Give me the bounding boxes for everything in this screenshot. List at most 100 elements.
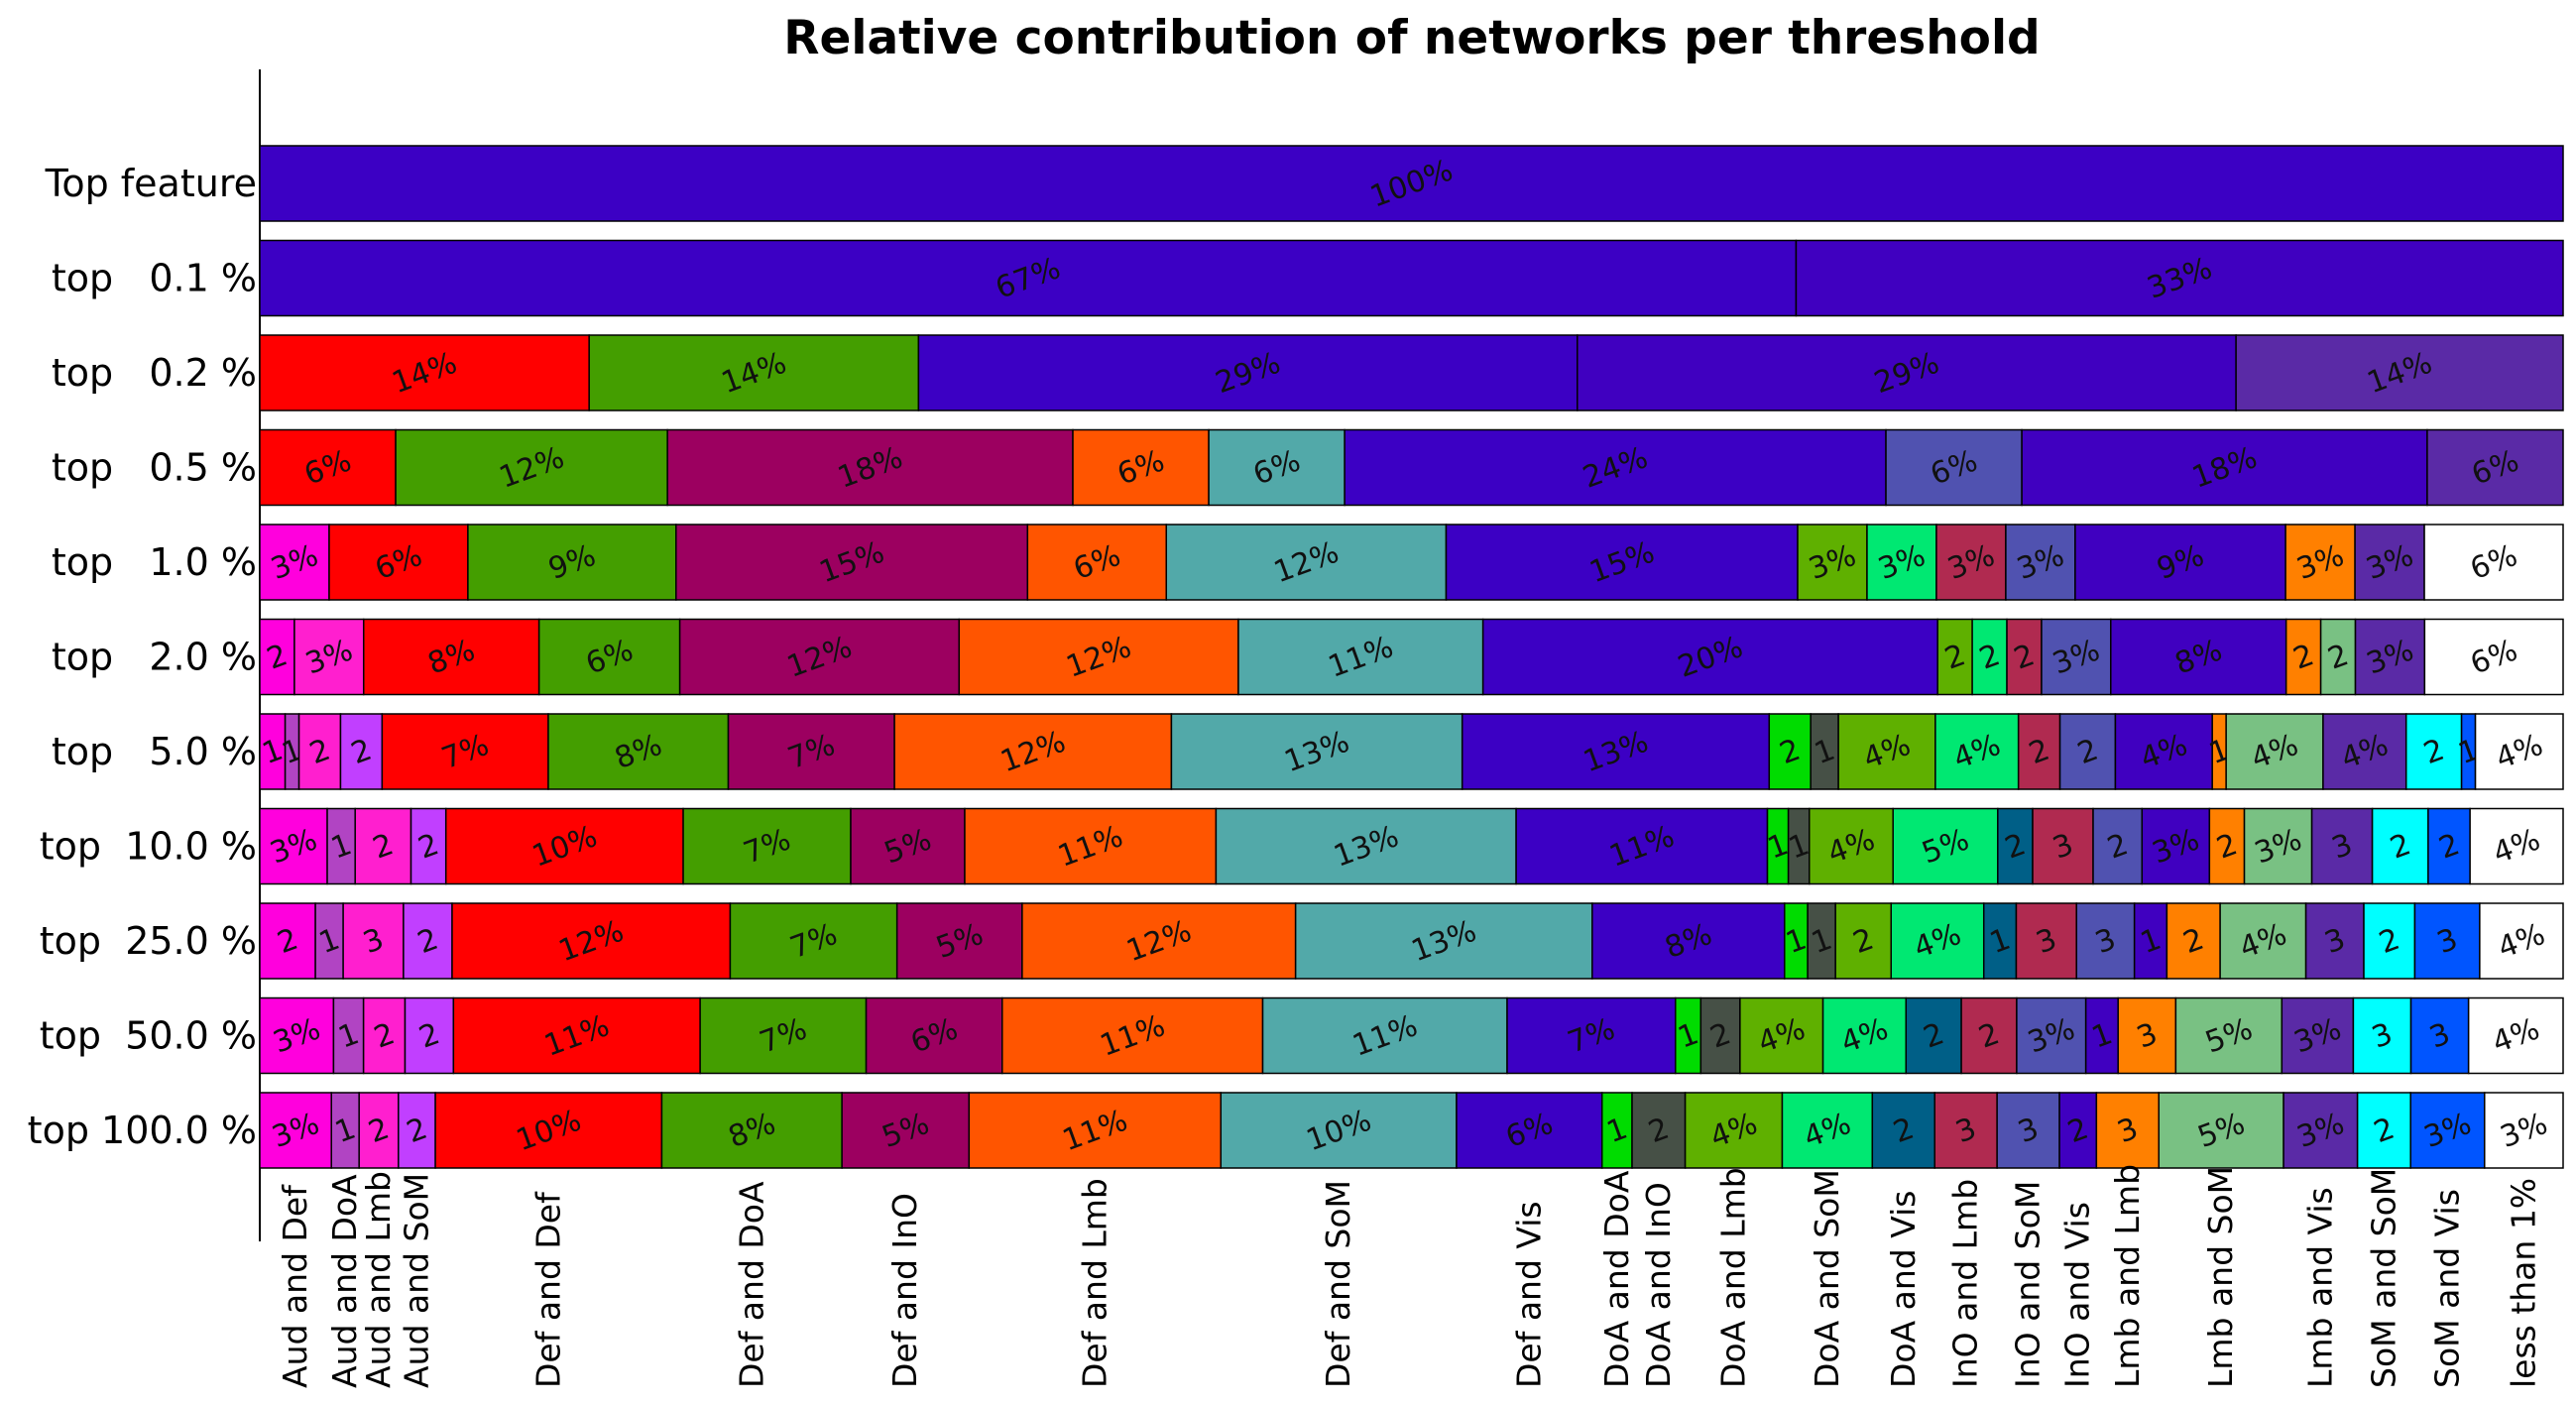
bar-segment bbox=[1481, 618, 1938, 696]
bar-segment bbox=[850, 807, 966, 885]
bar-segment bbox=[1810, 713, 1839, 790]
bar-segment bbox=[1684, 1092, 1784, 1169]
x-category-label: DoA and DoA bbox=[1597, 1170, 1636, 1388]
bar-segment bbox=[2427, 807, 2471, 885]
x-category-label: SoM and SoM bbox=[2364, 1168, 2402, 1388]
bar-segment bbox=[1871, 1092, 1935, 1169]
bar-segment bbox=[2284, 524, 2356, 601]
y-tick-label: top 0.1 % bbox=[52, 257, 257, 300]
bar-segment bbox=[660, 1092, 843, 1169]
bar-segment bbox=[1215, 807, 1517, 885]
y-tick-label: top 25.0 % bbox=[40, 919, 257, 963]
bar-segment bbox=[964, 807, 1218, 885]
bar-segment bbox=[1506, 996, 1677, 1075]
bar-segment bbox=[2015, 902, 2077, 980]
bar-segment bbox=[259, 145, 2564, 222]
bar-segment bbox=[917, 334, 1579, 411]
bar-segment bbox=[2423, 524, 2564, 601]
bar-segment bbox=[537, 618, 681, 696]
y-tick-label: top 10.0 % bbox=[40, 825, 257, 869]
x-category-label: Aud and SoM bbox=[397, 1173, 435, 1388]
bar-segment bbox=[2426, 428, 2564, 507]
x-category-label: Lmb and Lmb bbox=[2108, 1164, 2147, 1388]
bar-segment bbox=[2219, 902, 2307, 980]
bar-segment bbox=[1001, 996, 1264, 1075]
bar-segment bbox=[2354, 618, 2426, 696]
bar-segment bbox=[1934, 713, 2020, 790]
bar-segment bbox=[395, 428, 668, 507]
bar-segment bbox=[1261, 996, 1508, 1075]
bar-segment bbox=[2322, 713, 2407, 790]
bar-segment bbox=[727, 713, 895, 790]
x-category-label: DoA and Vis bbox=[1884, 1191, 1923, 1388]
bar-segment bbox=[2474, 713, 2564, 790]
bar-segment bbox=[2074, 524, 2286, 601]
x-category-label: Def and InO bbox=[885, 1193, 924, 1388]
bar-segment bbox=[865, 996, 1003, 1075]
bar-segment bbox=[2021, 428, 2428, 507]
bar-segment bbox=[1885, 428, 2023, 507]
bar-segment bbox=[588, 334, 920, 411]
bar-segment bbox=[895, 902, 1023, 980]
bar-segment bbox=[2114, 713, 2213, 790]
bar-segment bbox=[1936, 618, 1973, 696]
bar-segment bbox=[1631, 1092, 1687, 1169]
bar-segment bbox=[2356, 1092, 2411, 1169]
bar-segment bbox=[2166, 902, 2221, 980]
x-category-label: InO and Vis bbox=[2058, 1202, 2097, 1388]
x-category-label: Lmb and Vis bbox=[2300, 1187, 2339, 1388]
bar-segment bbox=[2281, 996, 2355, 1075]
x-category-label: DoA and Lmb bbox=[1714, 1167, 1753, 1388]
bar-segment bbox=[330, 1092, 360, 1169]
bar-segment bbox=[2117, 996, 2177, 1075]
bar-segment bbox=[328, 524, 469, 601]
y-tick-label: top 1.0 % bbox=[52, 540, 257, 584]
bar-segment bbox=[326, 807, 356, 885]
bar-segment bbox=[1461, 713, 1771, 790]
bar-segment bbox=[1445, 524, 1799, 601]
bar-segment bbox=[2469, 807, 2564, 885]
x-category-label: less than 1% bbox=[2504, 1178, 2542, 1388]
bar-segment bbox=[2032, 807, 2094, 885]
bar-segment bbox=[2084, 996, 2119, 1075]
bar-segment bbox=[1170, 713, 1464, 790]
bar-segment bbox=[1834, 902, 1893, 980]
x-category-label: DoA and SoM bbox=[1808, 1169, 1846, 1388]
bar-segment bbox=[2158, 1092, 2284, 1169]
bar-segment bbox=[2310, 807, 2374, 885]
bar-segment bbox=[452, 996, 701, 1075]
bar-segment bbox=[1021, 902, 1297, 980]
bar-segment bbox=[467, 524, 677, 601]
bar-segment bbox=[2208, 807, 2246, 885]
bar-segment bbox=[2141, 807, 2211, 885]
bar-segment bbox=[1600, 1092, 1633, 1169]
bar-segment bbox=[332, 996, 365, 1075]
bar-segment bbox=[342, 902, 405, 980]
bar-segment bbox=[2283, 1092, 2359, 1169]
bar-segment bbox=[1208, 428, 1346, 507]
bar-segment bbox=[259, 618, 295, 696]
bar-segment bbox=[404, 996, 455, 1075]
bar-segment bbox=[259, 239, 1798, 317]
y-tick-label: top 5.0 % bbox=[52, 730, 257, 773]
bar-segment bbox=[1515, 807, 1769, 885]
bar-segment bbox=[2479, 902, 2564, 980]
bar-segment bbox=[1456, 1092, 1603, 1169]
bar-segment bbox=[2058, 1092, 2098, 1169]
bar-segment bbox=[2371, 807, 2429, 885]
bar-segment bbox=[444, 807, 684, 885]
bar-segment bbox=[2467, 996, 2564, 1075]
bar-segment bbox=[2304, 902, 2365, 980]
bar-segment bbox=[1591, 902, 1786, 980]
bar-segment bbox=[339, 713, 384, 790]
bar-segment bbox=[1795, 239, 2564, 317]
chart-title: Relative contribution of networks per th… bbox=[783, 11, 2040, 65]
y-tick-label: top 2.0 % bbox=[52, 636, 257, 679]
bar-segment bbox=[259, 807, 328, 885]
bar-segment bbox=[259, 902, 316, 980]
bar-segment bbox=[699, 996, 868, 1075]
bar-segment bbox=[2423, 618, 2564, 696]
x-category-label: Aud and Lmb bbox=[359, 1171, 398, 1388]
bar-segment bbox=[1960, 996, 2018, 1075]
